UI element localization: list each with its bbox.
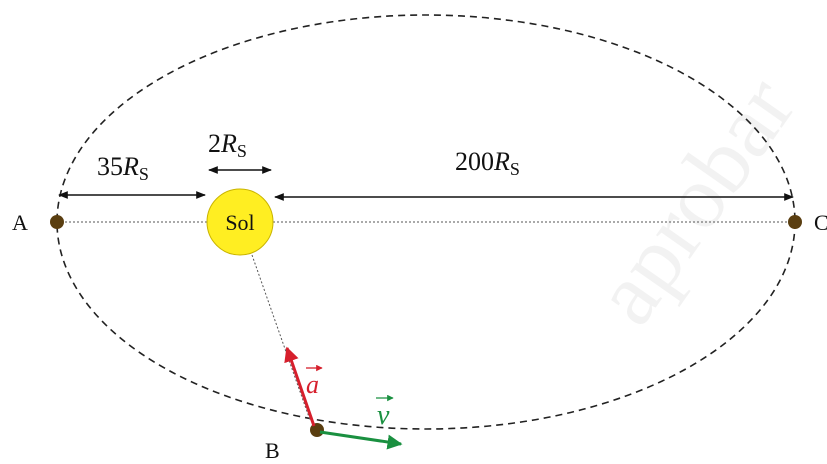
aphelion-distance: 200RS: [455, 147, 520, 179]
point-a: [50, 215, 64, 229]
sun: [206, 188, 274, 256]
number: 200: [455, 147, 494, 176]
sun-b-line: [251, 254, 311, 421]
point-c: [788, 215, 802, 229]
point-a-label: A: [12, 210, 28, 235]
symbol: R: [122, 152, 139, 181]
number: 2: [208, 129, 221, 158]
sun-diameter: 2RS: [208, 129, 247, 161]
velocity-label: v: [377, 400, 390, 431]
subscript: S: [510, 159, 520, 179]
sun-label: Sol: [225, 210, 254, 235]
watermark: aprobar: [575, 60, 814, 342]
symbol: R: [220, 129, 237, 158]
acceleration-vector: [284, 346, 316, 427]
subscript: S: [237, 141, 247, 161]
perihelion-distance: 35RS: [97, 152, 149, 184]
point-c-label: C: [814, 210, 827, 235]
symbol: R: [493, 147, 510, 176]
point-b: [310, 423, 324, 437]
acceleration-label: a: [306, 370, 319, 399]
subscript: S: [139, 164, 149, 184]
point-b-label: B: [265, 438, 280, 463]
velocity-vector: [319, 430, 403, 450]
number: 35: [97, 152, 123, 181]
